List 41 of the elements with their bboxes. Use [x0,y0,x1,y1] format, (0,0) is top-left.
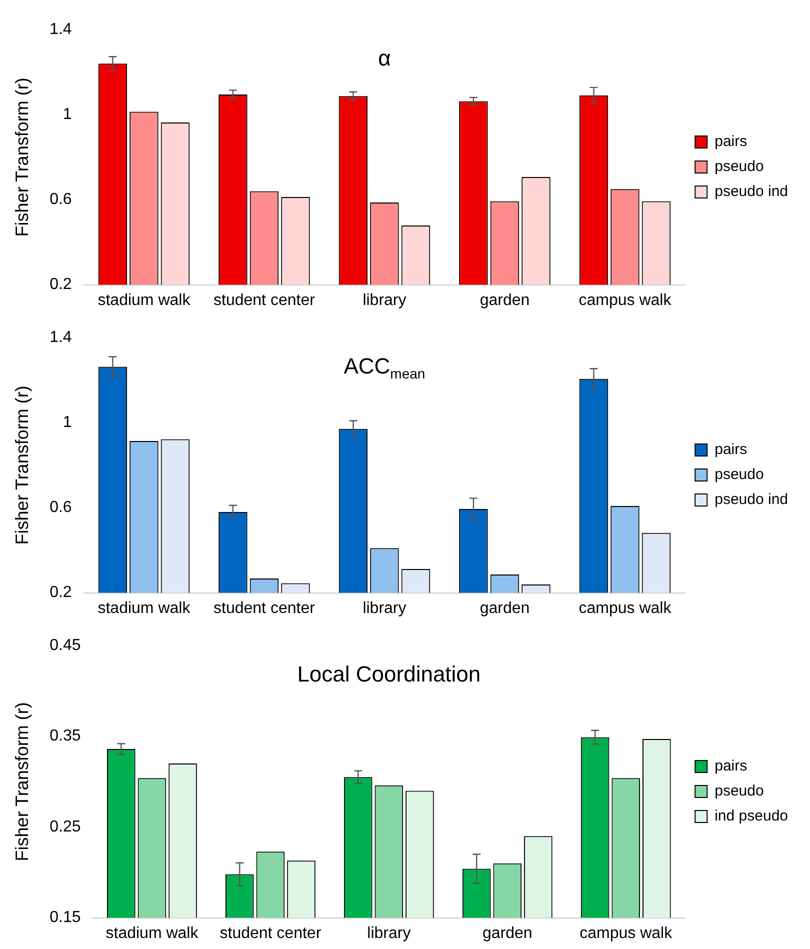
x-tick-label: student center [220,924,322,942]
x-tick-label: garden [480,600,530,617]
x-tick-label: student center [214,600,316,617]
y-tick-label: 0.2 [50,584,72,602]
legend-label: pseudo ind [714,491,788,508]
x-tick-label: library [362,600,406,617]
x-tick-label: campus walk [578,292,672,309]
legend-label: pairs [714,758,748,775]
legend-label: pairs [714,441,748,458]
x-tick-label: stadium walk [98,600,192,617]
x-tick-label: stadium walk [106,924,200,942]
y-tick-label: 1.4 [50,21,72,38]
x-tick-label: stadium walk [98,292,192,309]
x-tick-label: library [362,292,406,309]
y-tick-label: 1 [62,414,72,432]
legend-label: pseudo ind [714,183,788,200]
x-tick-label: library [367,924,411,942]
y-tick-label: 0.25 [50,818,81,836]
legend-label: pseudo [714,782,764,800]
y-tick-label: 0.45 [50,637,81,654]
x-tick-label: campus walk [580,924,674,942]
y-axis-title: Fisher Transform (r) [12,78,32,237]
x-tick-label: garden [482,924,532,942]
x-tick-label: garden [480,292,530,309]
legend-label: ind pseudo [714,808,788,825]
y-tick-label: 0.35 [50,728,81,745]
y-axis-title: Fisher Transform (r) [12,702,32,862]
y-axis-title: Fisher Transform (r) [12,386,32,545]
text: α [378,46,392,71]
legend-label: pseudo [714,158,764,176]
text: Local Coordination [297,662,481,687]
legend-label: pseudo [714,466,764,484]
y-tick-label: 0.6 [50,499,72,516]
y-tick-label: 1 [62,106,72,124]
y-tick-label: 0.15 [50,909,81,926]
legend-label: pairs [714,133,748,150]
y-tick-label: 0.6 [50,191,72,208]
x-tick-label: campus walk [578,600,672,617]
y-tick-label: 0.2 [50,276,72,294]
y-tick-label: 1.4 [50,329,72,346]
x-tick-label: student center [214,292,316,309]
